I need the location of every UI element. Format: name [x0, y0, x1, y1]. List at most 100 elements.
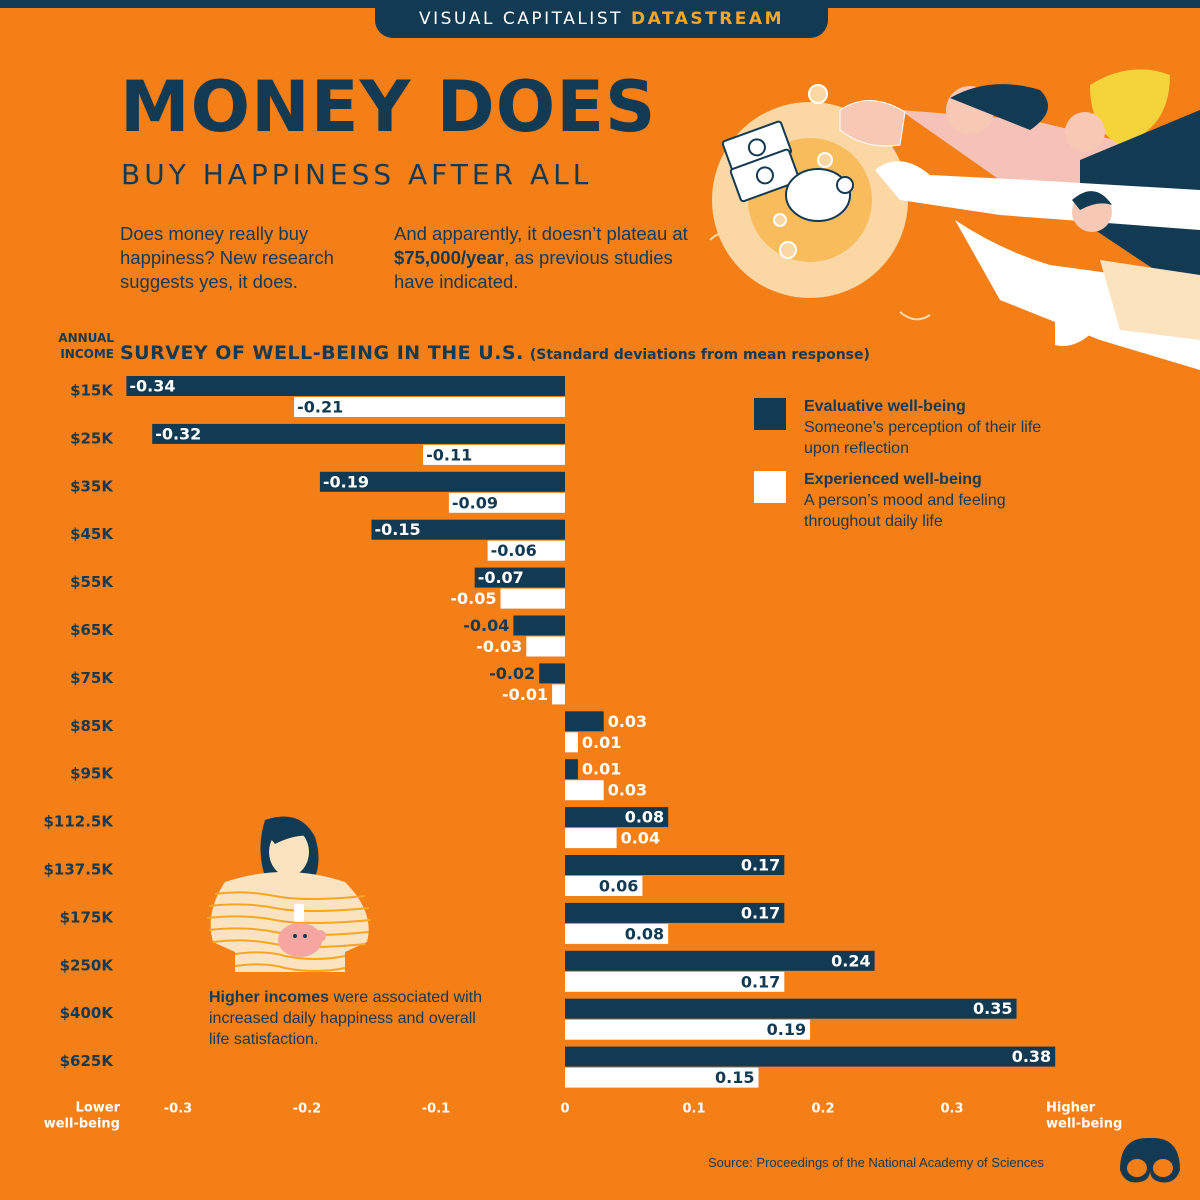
evaluative-bar	[565, 855, 785, 875]
experienced-bar	[500, 588, 565, 609]
experienced-bar	[294, 397, 565, 417]
x-tick-label: -0.2	[293, 1102, 321, 1117]
intro-right-highlight: $75,000/year	[394, 247, 505, 268]
intro-right-text-1: And apparently, it doesn’t plateau at	[394, 223, 688, 244]
experienced-bar	[487, 540, 565, 561]
evaluative-bar	[565, 759, 578, 780]
category-label: $45K	[70, 525, 114, 543]
category-label: $85K	[70, 717, 114, 735]
evaluative-bar	[565, 998, 1017, 1019]
category-label: $625K	[60, 1052, 115, 1070]
x-tick-label: -0.3	[164, 1102, 192, 1117]
piggy-bank-icon	[785, 168, 851, 222]
experienced-bar	[448, 492, 565, 513]
x-tick-label: 0	[560, 1102, 569, 1117]
data-label: 0.24	[831, 951, 870, 970]
brand-name: VISUAL CAPITALIST	[419, 9, 623, 29]
category-label: $95K	[70, 765, 114, 783]
evaluative-bar	[371, 519, 565, 540]
evaluative-bar	[565, 1046, 1056, 1067]
evaluative-bar	[565, 902, 785, 923]
experienced-bar	[565, 828, 617, 849]
brand-product: DATASTREAM	[631, 9, 784, 29]
hands-illustration	[709, 69, 1200, 370]
data-label: -0.21	[297, 398, 343, 417]
data-label: 0.06	[599, 877, 638, 896]
evaluative-bar	[152, 423, 565, 444]
evaluative-bar	[565, 711, 604, 732]
data-label: 0.01	[582, 733, 621, 752]
category-label: $75K	[70, 669, 114, 687]
subheadline: BUY HAPPINESS AFTER ALL	[121, 158, 593, 191]
legend-evaluative-desc: Someone’s perception of their life upon …	[804, 419, 1042, 457]
category-label: $112.5K	[43, 813, 114, 831]
experienced-bar	[423, 444, 565, 465]
x-axis-low-label: Lower	[76, 1101, 121, 1116]
legend-experienced-desc: A person’s mood and feeling throughout d…	[804, 492, 1006, 530]
evaluative-bar	[319, 471, 565, 492]
x-axis-high-label: well-being	[1046, 1117, 1122, 1132]
experienced-bar	[565, 971, 785, 992]
data-label: -0.15	[375, 520, 421, 539]
category-label: $250K	[60, 956, 115, 974]
data-label: -0.06	[491, 541, 537, 560]
x-axis-high-label: Higher	[1046, 1101, 1096, 1116]
evaluative-bar	[565, 807, 669, 828]
caption-highlight: Higher incomes	[209, 989, 330, 1006]
data-label: 0.35	[973, 999, 1012, 1018]
category-label: $55K	[70, 573, 114, 591]
x-tick-label: -0.1	[422, 1102, 450, 1117]
data-label: -0.01	[502, 685, 548, 704]
data-label: -0.19	[323, 472, 369, 491]
category-label: $35K	[70, 477, 114, 495]
x-tick-label: 0.2	[811, 1102, 834, 1117]
category-label: $175K	[60, 908, 115, 926]
evaluative-bar	[126, 376, 566, 396]
data-label: 0.15	[715, 1068, 754, 1087]
woman-illustration	[206, 816, 372, 972]
evaluative-bar	[513, 615, 565, 636]
legend-experienced-swatch	[754, 471, 786, 503]
category-label: $137.5K	[43, 861, 114, 879]
y-axis-title: ANNUAL INCOME	[58, 331, 114, 361]
legend-evaluative-swatch	[754, 398, 786, 430]
headline: MONEY DOES	[120, 66, 657, 148]
data-label: 0.08	[625, 808, 664, 827]
chart-title-text: SURVEY OF WELL-BEING IN THE U.S.	[120, 342, 524, 364]
data-label: 0.01	[582, 760, 621, 779]
intro-left: Does money really buy happiness? New res…	[120, 223, 334, 292]
evaluative-bar	[539, 663, 565, 684]
data-label: -0.03	[476, 637, 522, 656]
data-label: -0.07	[478, 568, 524, 587]
data-label: 0.19	[767, 1020, 806, 1039]
source-note: Source: Proceedings of the National Acad…	[708, 1155, 1045, 1170]
visual-capitalist-logo	[1120, 1138, 1180, 1183]
caption: Higher incomes were associated with incr…	[209, 987, 489, 1050]
intro-right-text-2: , as previous studies have indicated.	[394, 247, 673, 292]
data-label: 0.03	[608, 712, 647, 731]
brand-tab: VISUAL CAPITALIST DATASTREAM	[375, 0, 828, 38]
data-label: 0.17	[741, 903, 780, 922]
data-label: -0.05	[450, 589, 496, 608]
experienced-bar	[565, 1067, 759, 1088]
legend-experienced-title: Experienced well-being	[804, 471, 982, 488]
data-label: 0.17	[741, 972, 780, 991]
experienced-bar	[565, 1019, 811, 1040]
chart-subtitle: (Standard deviations from mean response)	[529, 347, 870, 363]
data-label: -0.04	[463, 616, 509, 635]
category-label: $65K	[70, 621, 114, 639]
category-label: $400K	[60, 1004, 115, 1022]
experienced-bar	[526, 636, 565, 657]
x-tick-label: 0.3	[940, 1102, 963, 1117]
evaluative-bar	[565, 950, 875, 971]
data-label: -0.09	[452, 493, 498, 512]
experienced-bar	[565, 876, 643, 896]
experienced-bar	[565, 732, 578, 753]
chart-title: SURVEY OF WELL-BEING IN THE U.S. (Standa…	[120, 342, 870, 364]
data-label: 0.04	[621, 829, 660, 848]
x-axis-low-label: well-being	[44, 1117, 120, 1132]
data-label: -0.11	[426, 445, 472, 464]
experienced-bar	[565, 923, 669, 944]
legend-evaluative-title: Evaluative well-being	[804, 398, 966, 415]
